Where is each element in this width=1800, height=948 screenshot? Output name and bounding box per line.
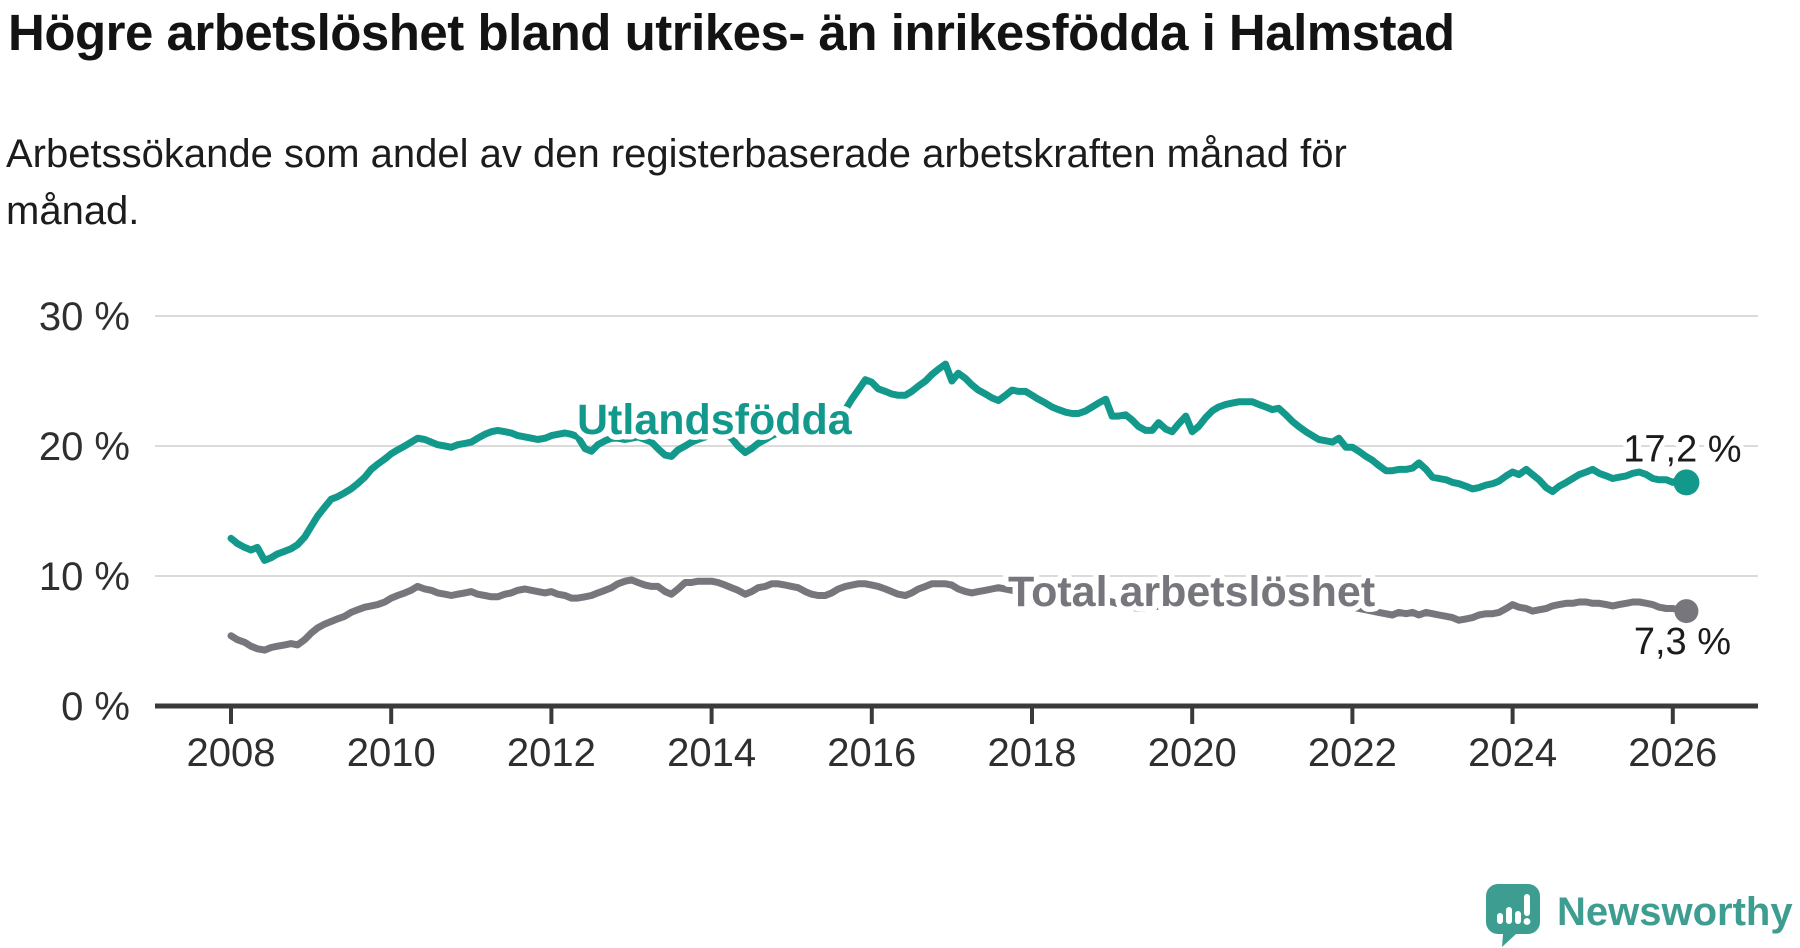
x-axis-label-2016: 2016: [827, 731, 916, 775]
x-axis-label-2020: 2020: [1148, 731, 1237, 775]
series-line-utlandsfodda: [227, 360, 1690, 564]
subtitle-line-1: Arbetssökande som andel av den registerb…: [6, 132, 1347, 176]
newsworthy-logo: Newsworthy: [1486, 884, 1793, 948]
subtitle-line-2: månad.: [6, 189, 140, 233]
series-line-total: [227, 576, 1690, 654]
end-dot-total: [1674, 599, 1699, 624]
y-axis-label-10: 10 %: [39, 555, 130, 599]
x-axis-label-2014: 2014: [667, 731, 756, 775]
x-axis-label-2024: 2024: [1468, 731, 1557, 775]
chart-subtitle: Arbetssökande som andel av den registerb…: [6, 126, 1506, 240]
x-axis-label-2010: 2010: [347, 731, 436, 775]
end-dot-utlandsfodda: [1673, 469, 1700, 496]
x-axis-label-2018: 2018: [988, 731, 1077, 775]
x-axis-label-2026: 2026: [1628, 731, 1717, 775]
y-axis-label-30: 30 %: [39, 295, 130, 339]
x-axis-label-2008: 2008: [187, 731, 276, 775]
series-label-total: Total arbetslöshet: [1008, 568, 1375, 616]
series-label-utlandsfodda: Utlandsfödda: [577, 396, 853, 444]
x-axis-label-2022: 2022: [1308, 731, 1397, 775]
x-axis-label-2012: 2012: [507, 731, 596, 775]
y-axis-label-0: 0 %: [61, 685, 130, 729]
page-title: Högre arbetslöshet bland utrikes- än inr…: [8, 4, 1455, 61]
newsworthy-logo-icon: [1486, 884, 1540, 947]
end-value-label-total: 7,3 %: [1634, 621, 1731, 663]
y-axis-label-20: 20 %: [39, 425, 130, 469]
newsworthy-logo-text: Newsworthy: [1557, 890, 1793, 934]
end-value-label-utlandsfodda: 17,2 %: [1623, 428, 1741, 470]
